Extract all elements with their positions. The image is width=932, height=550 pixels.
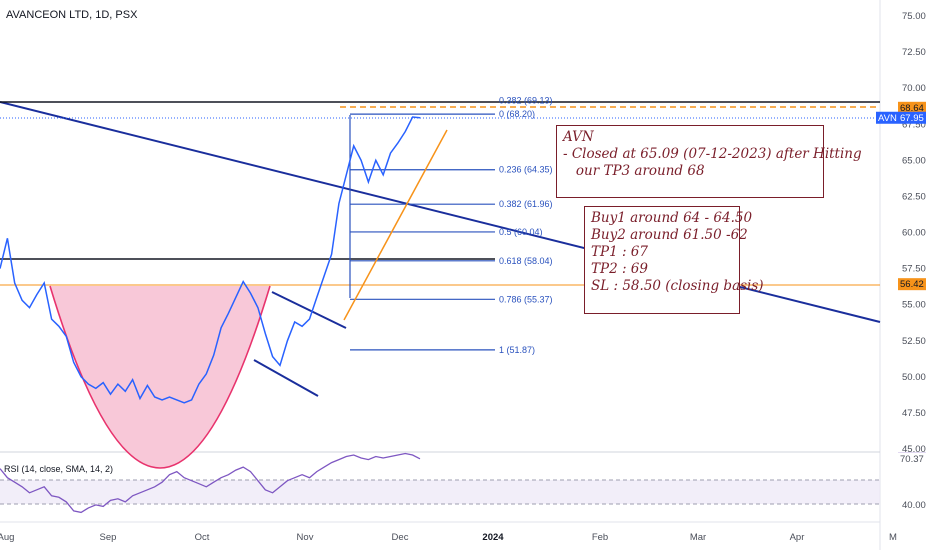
fib-level-label: 0 (68.20)	[499, 109, 535, 119]
note-plan-line: TP1 : 67	[591, 244, 648, 260]
time-axis-tick: Sep	[100, 532, 117, 543]
price-tag-bg	[898, 278, 926, 291]
cup-pattern-edge	[49, 285, 271, 469]
fib-level-label: 0.618 (58.04)	[499, 256, 553, 266]
price-axis-tick: 45.00	[902, 444, 926, 455]
note-plan-line: TP2 : 69	[591, 261, 648, 277]
price-tag-bg	[898, 101, 926, 114]
note-trade-plan[interactable]: Buy1 around 64 - 64.50 Buy2 around 61.50…	[584, 206, 764, 314]
fib-level-label: 1 (51.87)	[499, 345, 535, 355]
price-axis-tick: 62.50	[902, 191, 926, 202]
time-axis-tick: Oct	[195, 532, 210, 543]
time-axis-tick: M	[889, 532, 897, 543]
note-closed[interactable]: AVN - Closed at 65.09 (07-12-2023) after…	[556, 125, 862, 198]
price-axis-tick: 50.00	[902, 372, 926, 383]
price-axis-tick: 55.00	[902, 300, 926, 311]
price-series-line[interactable]	[0, 116, 421, 404]
time-axis[interactable]: Aug Sep Oct Nov Dec 2024 Feb Mar Apr M	[0, 532, 897, 543]
fib-retracement[interactable]: 0.382 (69.13) 0 (68.20) 0.236 (64.35) 0.382…	[350, 96, 553, 355]
time-axis-tick: Mar	[690, 532, 706, 543]
price-axis[interactable]: 75.00 72.50 70.00 67.50 65.00 62.50 60.00 57.50…	[902, 11, 926, 511]
price-tag-value: 67.95	[900, 113, 924, 124]
fib-level-label: 0.786 (55.37)	[499, 294, 553, 304]
price-axis-tick: 57.50	[902, 264, 926, 275]
rsi-axis-tick: 40.00	[902, 500, 926, 511]
note-plan-line: Buy2 around 61.50 -62	[591, 227, 748, 243]
time-axis-tick: Aug	[0, 532, 14, 543]
time-axis-tick: 2024	[482, 532, 504, 543]
uptrend-line[interactable]	[343, 129, 448, 321]
price-tag-value: 56.42	[900, 279, 924, 290]
symbol-tag-bg	[876, 111, 898, 124]
note-plan-line: SL : 58.50 (closing basis)	[591, 278, 764, 294]
time-axis-tick: Apr	[790, 532, 805, 543]
time-axis-tick: Dec	[392, 532, 409, 543]
note-closed-line: our TP3 around 68	[563, 163, 705, 179]
price-axis-tick: 67.50	[902, 119, 926, 130]
rsi-band	[0, 480, 880, 504]
fib-level-label: 0.382 (61.96)	[499, 199, 553, 209]
price-axis-tick: 70.00	[902, 83, 926, 94]
price-axis-tick: 52.50	[902, 336, 926, 347]
price-tag-bg	[898, 111, 926, 124]
price-tag-value: 68.64	[900, 103, 924, 114]
price-axis-tick: 60.00	[902, 228, 926, 239]
time-axis-tick: Feb	[592, 532, 608, 543]
fib-level-label: 0.5 (60.04)	[499, 227, 543, 237]
price-axis-tick: 75.00	[902, 11, 926, 22]
handle-channel-lower[interactable]	[253, 359, 319, 397]
price-axis-tick: 65.00	[902, 155, 926, 166]
time-axis-tick: Nov	[297, 532, 314, 543]
price-axis-tick: 47.50	[902, 408, 926, 419]
fib-level-label: 0.236 (64.35)	[499, 165, 553, 175]
symbol-title[interactable]: AVANCEON LTD, 1D, PSX	[6, 9, 138, 21]
symbol-tag-label: AVN	[878, 113, 897, 124]
price-axis-tick: 72.50	[902, 47, 926, 58]
rsi-tag-value: 70.37	[900, 454, 924, 465]
fib-level-label: 0.382 (69.13)	[499, 96, 553, 106]
note-closed-line: AVN	[563, 129, 594, 145]
rsi-indicator-label[interactable]: RSI (14, close, SMA, 14, 2)	[4, 464, 113, 474]
handle-channel-upper[interactable]	[271, 291, 347, 329]
rsi-tag-bg	[898, 452, 926, 465]
note-plan-line: Buy1 around 64 - 64.50	[591, 210, 753, 226]
note-closed-line: - Closed at 65.09 (07-12-2023) after Hit…	[563, 146, 862, 162]
rsi-series-line[interactable]	[0, 452, 421, 514]
